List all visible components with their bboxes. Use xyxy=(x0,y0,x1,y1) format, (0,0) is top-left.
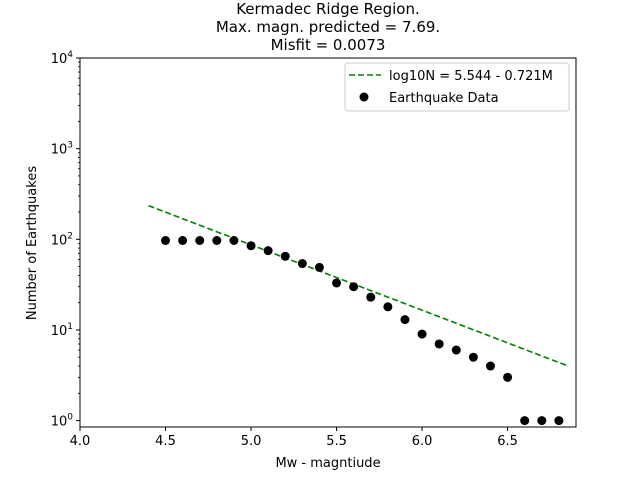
data-point xyxy=(332,278,342,288)
x-tick-label: 4.0 xyxy=(70,434,91,449)
data-point xyxy=(366,292,376,302)
fit-line xyxy=(148,204,568,367)
legend-box xyxy=(344,62,570,112)
data-point xyxy=(212,236,222,246)
plot-frame xyxy=(79,57,577,428)
data-point xyxy=(520,416,530,426)
data-point xyxy=(263,246,273,256)
data-point xyxy=(314,262,324,272)
data-point xyxy=(297,259,307,269)
data-point xyxy=(503,372,513,382)
data-point xyxy=(246,241,256,251)
x-tick-label: 5.5 xyxy=(326,434,347,449)
data-point xyxy=(554,416,564,426)
data-point xyxy=(417,329,427,339)
legend-marker-swatch xyxy=(359,92,369,102)
data-point xyxy=(349,282,359,292)
data-point xyxy=(383,302,393,312)
x-axis-label: Mw - magntiude xyxy=(275,456,380,471)
y-axis-label: Number of Earthquakes xyxy=(25,166,40,320)
x-tick-label: 5.0 xyxy=(241,434,262,449)
data-point xyxy=(468,352,478,362)
data-point xyxy=(451,345,461,355)
legend-entry-data: Earthquake Data xyxy=(389,91,499,106)
x-tick-label: 6.5 xyxy=(497,434,518,449)
data-point xyxy=(229,236,239,246)
legend: log10N = 5.544 - 0.721M Earthquake Data xyxy=(344,62,570,112)
data-point xyxy=(280,251,290,261)
data-point xyxy=(195,236,205,246)
x-tick-label: 4.5 xyxy=(155,434,176,449)
y-tick-label: 104 xyxy=(51,50,74,67)
y-tick-label: 100 xyxy=(51,413,74,430)
data-point xyxy=(485,361,495,371)
data-point xyxy=(537,416,547,426)
title-line-2: Max. magn. predicted = 7.69. xyxy=(216,18,440,36)
x-tick-label: 6.0 xyxy=(412,434,433,449)
y-tick-label: 101 xyxy=(51,322,73,339)
data-point xyxy=(161,236,171,246)
data-point xyxy=(400,315,410,325)
chart-title: Kermadec Ridge Region. Max. magn. predic… xyxy=(216,0,440,54)
legend-entry-fit: log10N = 5.544 - 0.721M xyxy=(389,69,553,84)
data-point xyxy=(434,339,444,349)
y-tick-label: 103 xyxy=(51,141,73,158)
data-point xyxy=(178,236,188,246)
title-line-1: Kermadec Ridge Region. xyxy=(236,0,420,18)
y-tick-label: 102 xyxy=(51,231,73,248)
title-line-3: Misfit = 0.0073 xyxy=(271,36,386,54)
